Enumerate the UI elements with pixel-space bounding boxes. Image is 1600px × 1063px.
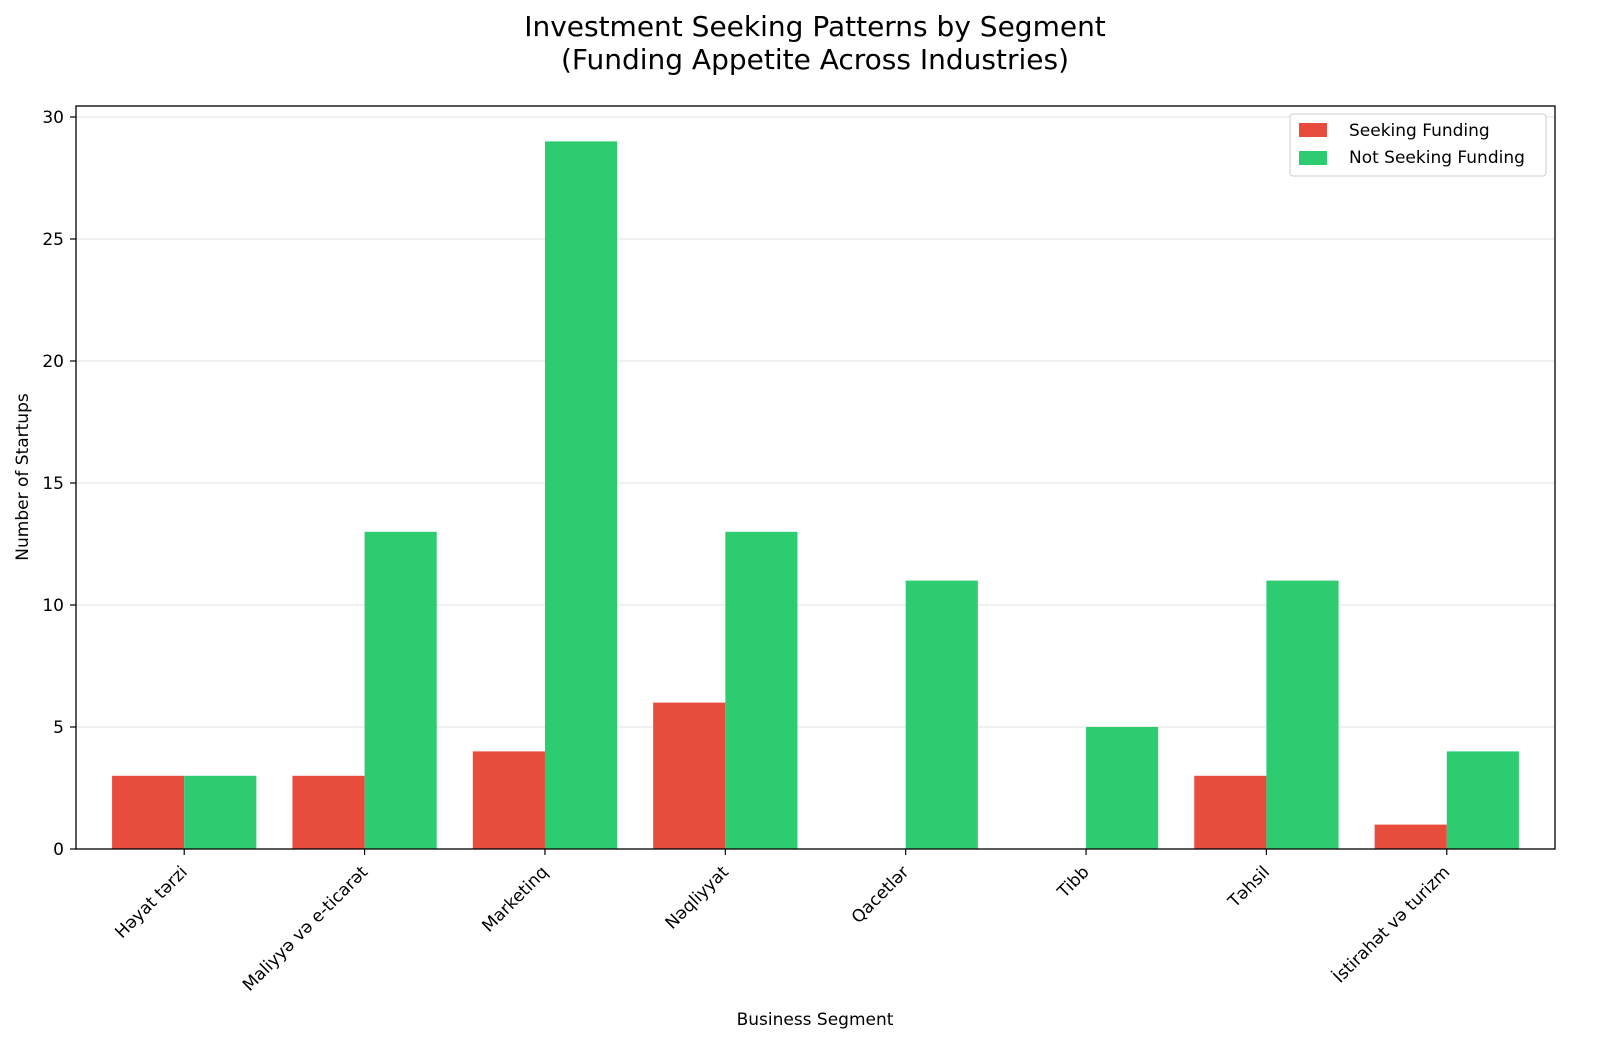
bar-not-seeking-7: [1446, 751, 1519, 849]
x-tick-label-1: Maliyyə və e-ticarət: [239, 862, 372, 995]
legend-label-seeking: Seeking Funding: [1349, 121, 1490, 141]
bar-not-seeking-4: [905, 580, 978, 849]
bar-seeking-6: [1194, 775, 1267, 849]
chart-title-line1: Investment Seeking Patterns by Segment: [524, 10, 1106, 43]
y-tick-label-0: 0: [53, 840, 64, 860]
x-tick-label-5: Tibb: [1053, 862, 1093, 902]
legend-label-not-seeking: Not Seeking Funding: [1349, 148, 1525, 168]
x-tick-label-7: İstirahət və turizm: [1329, 862, 1455, 988]
x-tick-label-3: Nəqliyyat: [662, 862, 733, 933]
bar-not-seeking-6: [1266, 580, 1339, 849]
y-tick-label-20: 20: [42, 352, 64, 372]
y-tick-label-15: 15: [42, 474, 64, 494]
legend-swatch-seeking: [1299, 123, 1327, 137]
y-axis-label: Number of Startups: [13, 393, 33, 561]
legend-box: [1289, 113, 1547, 177]
y-tick-label-30: 30: [42, 108, 64, 128]
bar-seeking-3: [653, 702, 726, 849]
legend-swatch-not-seeking: [1299, 151, 1327, 165]
bar-seeking-0: [112, 775, 185, 849]
x-axis-label: Business Segment: [737, 1010, 894, 1030]
bar-not-seeking-3: [725, 531, 798, 849]
y-tick-label-5: 5: [53, 718, 64, 738]
x-tick-label-4: Qacetlər: [848, 862, 913, 927]
y-tick-label-10: 10: [42, 596, 64, 616]
bar-not-seeking-1: [364, 531, 437, 849]
plot-frame: [75, 105, 1556, 850]
bar-not-seeking-5: [1086, 726, 1159, 849]
x-axis: Həyat tərzi Maliyyə və e-ticarət Marketinq…: [111, 849, 1454, 996]
y-axis: 0 5 10 15 20 25 30: [42, 108, 76, 860]
x-tick-label-0: Həyat tərzi: [111, 862, 191, 942]
bar-seeking-7: [1374, 824, 1447, 849]
bar-seeking-1: [292, 775, 365, 849]
bar-not-seeking-2: [544, 141, 618, 849]
y-tick-label-25: 25: [42, 230, 64, 250]
legend: Seeking Funding Not Seeking Funding: [1289, 113, 1547, 177]
chart-title-line2: (Funding Appetite Across Industries): [561, 43, 1069, 76]
bars: [112, 141, 1519, 849]
x-tick-label-6: Təhsil: [1224, 862, 1274, 912]
x-tick-label-2: Marketinq: [478, 862, 552, 936]
bar-not-seeking-0: [184, 775, 257, 849]
bar-seeking-2: [472, 751, 545, 849]
